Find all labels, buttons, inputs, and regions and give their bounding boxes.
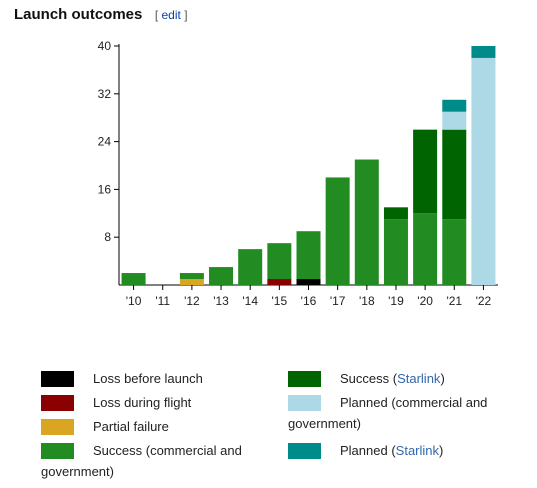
x-tick-label: '18: [359, 294, 375, 308]
y-tick-label: 32: [98, 87, 112, 101]
legend-item-planned-starlink: Planned (Starlink): [340, 443, 444, 458]
bar-segment: [383, 219, 408, 285]
bar-segment: [296, 231, 321, 280]
bar-segment: [442, 99, 467, 112]
x-tick-label: '10: [126, 294, 142, 308]
bar-segment: [179, 279, 204, 285]
legend-item-success-commercial-line2: government): [41, 464, 114, 479]
x-tick-label: '11: [155, 294, 170, 308]
legend-swatch-planned-starlink: [288, 443, 321, 459]
bar-segment: [413, 129, 438, 214]
legend-swatch-success-commercial: [41, 443, 74, 459]
bar-segment: [413, 213, 438, 285]
starlink-link[interactable]: Starlink: [397, 371, 441, 386]
bar-segment: [325, 177, 350, 285]
edit-link[interactable]: edit: [161, 8, 181, 22]
bar-segment: [383, 207, 408, 220]
launch-outcomes-chart: 8 16 24 32 40 '10 '11 '12 '13 '14 '15 '16 '17 '18 '19 '…: [98, 39, 498, 308]
x-tick-label: '16: [301, 294, 317, 308]
y-tick-label: 16: [98, 182, 112, 196]
legend-swatch-success-starlink: [288, 371, 321, 387]
legend-item-partial-failure: Partial failure: [93, 419, 169, 434]
bar-segment: [179, 273, 204, 280]
legend-item-loss-during-flight: Loss during flight: [93, 395, 192, 410]
edit-section: [ edit ]: [154, 8, 188, 22]
legend-swatch-loss-before-launch: [41, 371, 74, 387]
x-tick-label: '12: [184, 294, 200, 308]
bar-segment: [238, 249, 263, 285]
y-tick-label: 40: [98, 39, 112, 53]
bar-segment: [471, 57, 496, 286]
bar-segment: [471, 46, 496, 58]
x-tick-label: '15: [272, 294, 288, 308]
x-tick-label: '19: [388, 294, 404, 308]
x-tick-label: '20: [417, 294, 433, 308]
x-tick-label: '14: [242, 294, 258, 308]
x-tick-label: '13: [213, 294, 229, 308]
y-tick-label: 24: [98, 135, 112, 149]
bar-segment: [209, 267, 234, 285]
legend-item-planned-commercial: Planned (commercial and: [340, 395, 488, 410]
bar-segment: [296, 279, 321, 285]
starlink-link[interactable]: Starlink: [395, 443, 440, 458]
bar-segment: [442, 129, 467, 220]
legend-item-planned-commercial-line2: government): [288, 416, 361, 431]
legend-swatch-planned-commercial: [288, 395, 321, 411]
bar-segment: [121, 273, 146, 285]
y-tick-label: 8: [104, 230, 111, 244]
bar-segment: [267, 243, 292, 280]
legend-swatch-partial-failure: [41, 419, 74, 435]
bar-segment: [442, 219, 467, 285]
heading-title: Launch outcomes: [14, 6, 143, 23]
legend-swatch-loss-during-flight: [41, 395, 74, 411]
legend-item-success-starlink: Success (Starlink): [340, 371, 445, 386]
bar-segment: [354, 159, 379, 285]
bar-segment: [442, 111, 467, 130]
x-tick-label: '21: [446, 294, 462, 308]
legend-item-loss-before-launch: Loss before launch: [93, 371, 203, 386]
chart-heading: Launch outcomes [ edit ]: [14, 6, 188, 24]
bar-segment: [267, 279, 292, 285]
x-tick-label: '17: [330, 294, 346, 308]
legend-item-success-commercial: Success (commercial and: [93, 443, 242, 458]
x-tick-label: '22: [476, 294, 492, 308]
